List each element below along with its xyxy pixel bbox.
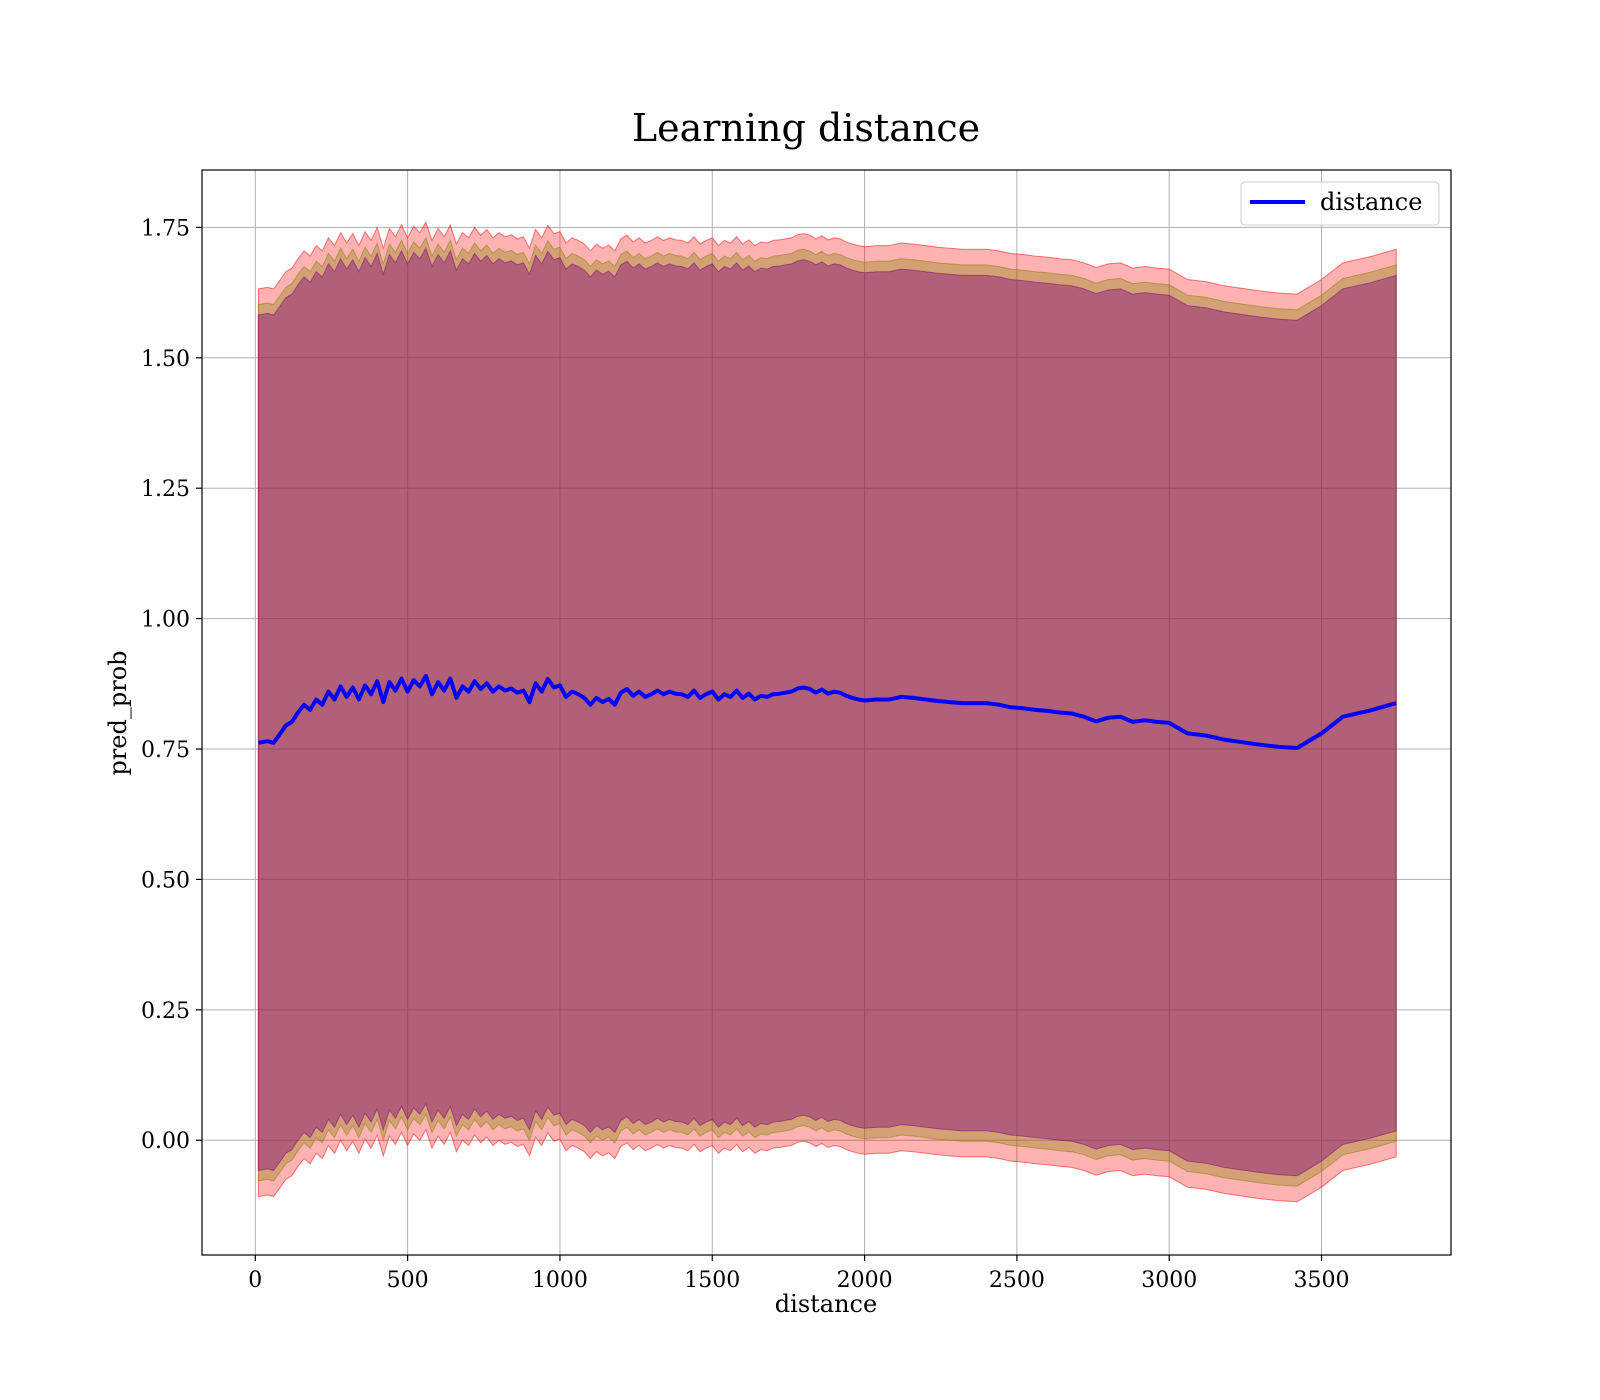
y-tick-label: 1.00 [141, 608, 190, 633]
x-axis-ticks: 0 500 1000 1500 2000 2500 3000 3500 [248, 1255, 1350, 1293]
x-tick-label: 0 [248, 1268, 262, 1293]
series-lines [258, 674, 1397, 750]
band-middle [257, 236, 1397, 1187]
x-tick-label: 500 [387, 1268, 429, 1293]
y-axis-label: pred_prob [104, 650, 132, 775]
x-tick-label: 1500 [684, 1268, 740, 1293]
y-tick-label: 1.75 [141, 216, 190, 241]
y-tick-label: 1.25 [141, 477, 190, 502]
legend-box [1240, 181, 1440, 226]
y-tick-label: 0.50 [141, 868, 190, 893]
bands [257, 220, 1397, 1203]
x-tick-label: 3000 [1141, 1268, 1197, 1293]
chart-title: Learning distance [632, 106, 980, 150]
grid [202, 170, 1451, 1255]
plot-area-frame [201, 169, 1452, 1256]
y-tick-label: 0.25 [141, 999, 190, 1024]
y-axis-ticks: 0.00 0.25 0.50 0.75 1.00 1.25 1.50 1.75 [141, 216, 202, 1154]
y-tick-label: 1.50 [141, 347, 190, 372]
band-inner [257, 246, 1397, 1177]
x-axis-label: distance [775, 1290, 877, 1318]
x-tick-label: 2000 [837, 1268, 893, 1293]
legend-label: distance [1320, 188, 1422, 216]
series-line [258, 674, 1397, 750]
x-tick-label: 1000 [532, 1268, 588, 1293]
band-outer [257, 220, 1397, 1203]
y-tick-label: 0.75 [141, 738, 190, 763]
x-tick-label: 3500 [1294, 1268, 1350, 1293]
y-tick-label: 0.00 [141, 1129, 190, 1154]
legend: distance [1240, 181, 1440, 226]
x-tick-label: 2500 [989, 1268, 1045, 1293]
